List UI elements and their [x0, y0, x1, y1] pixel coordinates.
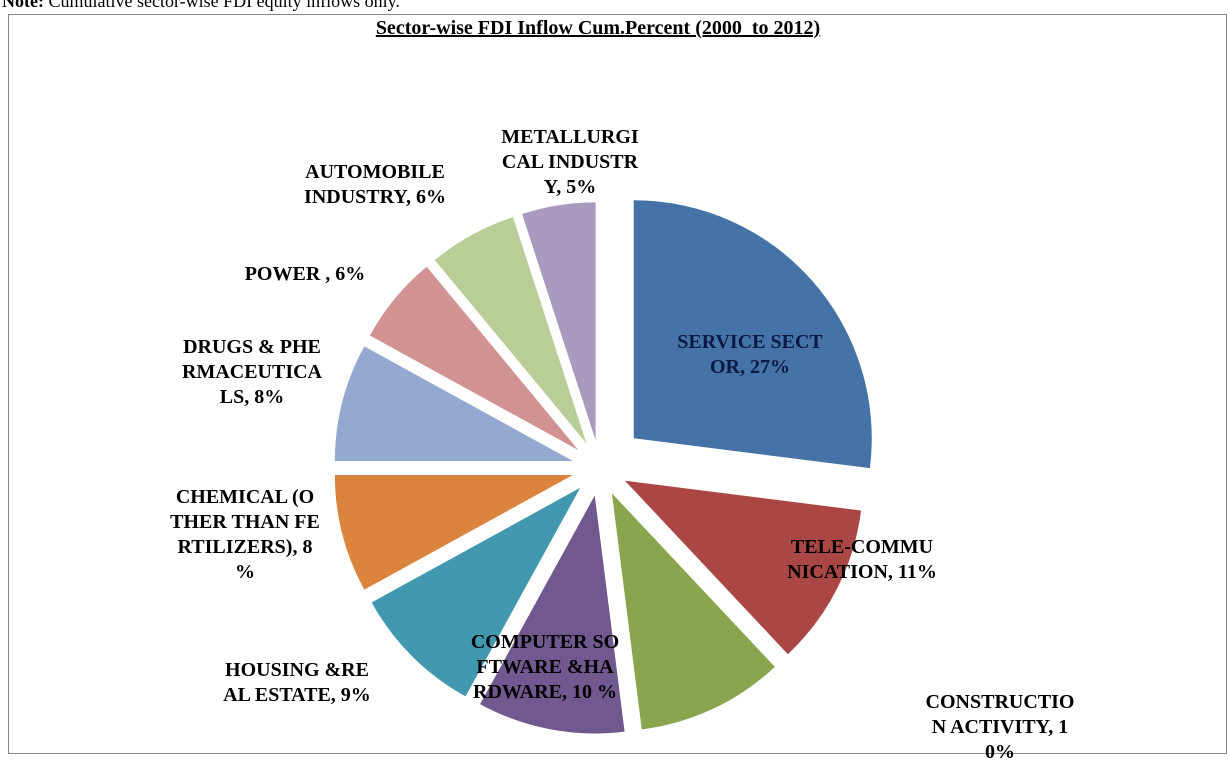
- data-label: DRUGS & PHERMACEUTICALS, 8%: [182, 336, 322, 408]
- chart: [334, 200, 872, 734]
- pie-slice: [434, 217, 587, 444]
- data-label: SERVICE SECTOR, 27%: [677, 331, 823, 378]
- data-label: HOUSING &REAL ESTATE, 9%: [223, 659, 371, 706]
- data-label: POWER , 6%: [244, 263, 366, 285]
- pie-slice: [522, 202, 596, 441]
- chart-title: Sector-wise FDI Inflow Cum.Percent (2000…: [375, 17, 821, 39]
- pie-slice: [611, 493, 775, 730]
- note: Note: Cumulative sector-wise FDI equity …: [2, 0, 400, 12]
- data-label: TELE-COMMUNICATION, 11%: [787, 536, 937, 583]
- data-label: CONSTRUCTION ACTIVITY, 10%: [925, 691, 1075, 763]
- data-label: COMPUTER SOFTWARE &HARDWARE, 10 %: [470, 631, 620, 703]
- data-label: METALLURGICAL INDUSTRY, 5%: [501, 126, 639, 198]
- pie-slice: [334, 474, 573, 590]
- data-label: AUTOMOBILE INDUSTRY, 6%: [304, 161, 446, 208]
- note-label: Note:: [2, 0, 44, 11]
- pie-slice: [624, 480, 862, 655]
- pie-slice: [480, 495, 625, 734]
- note-text: Cumulative sector-wise FDI equity inflow…: [48, 0, 400, 11]
- pie-slice: [371, 487, 581, 697]
- pie-slice: [633, 200, 872, 469]
- pie-slice: [334, 346, 573, 462]
- data-label: CHEMICAL (OTHER THAN FERTILIZERS), 8 %: [170, 486, 320, 583]
- pie-slice: [369, 266, 579, 451]
